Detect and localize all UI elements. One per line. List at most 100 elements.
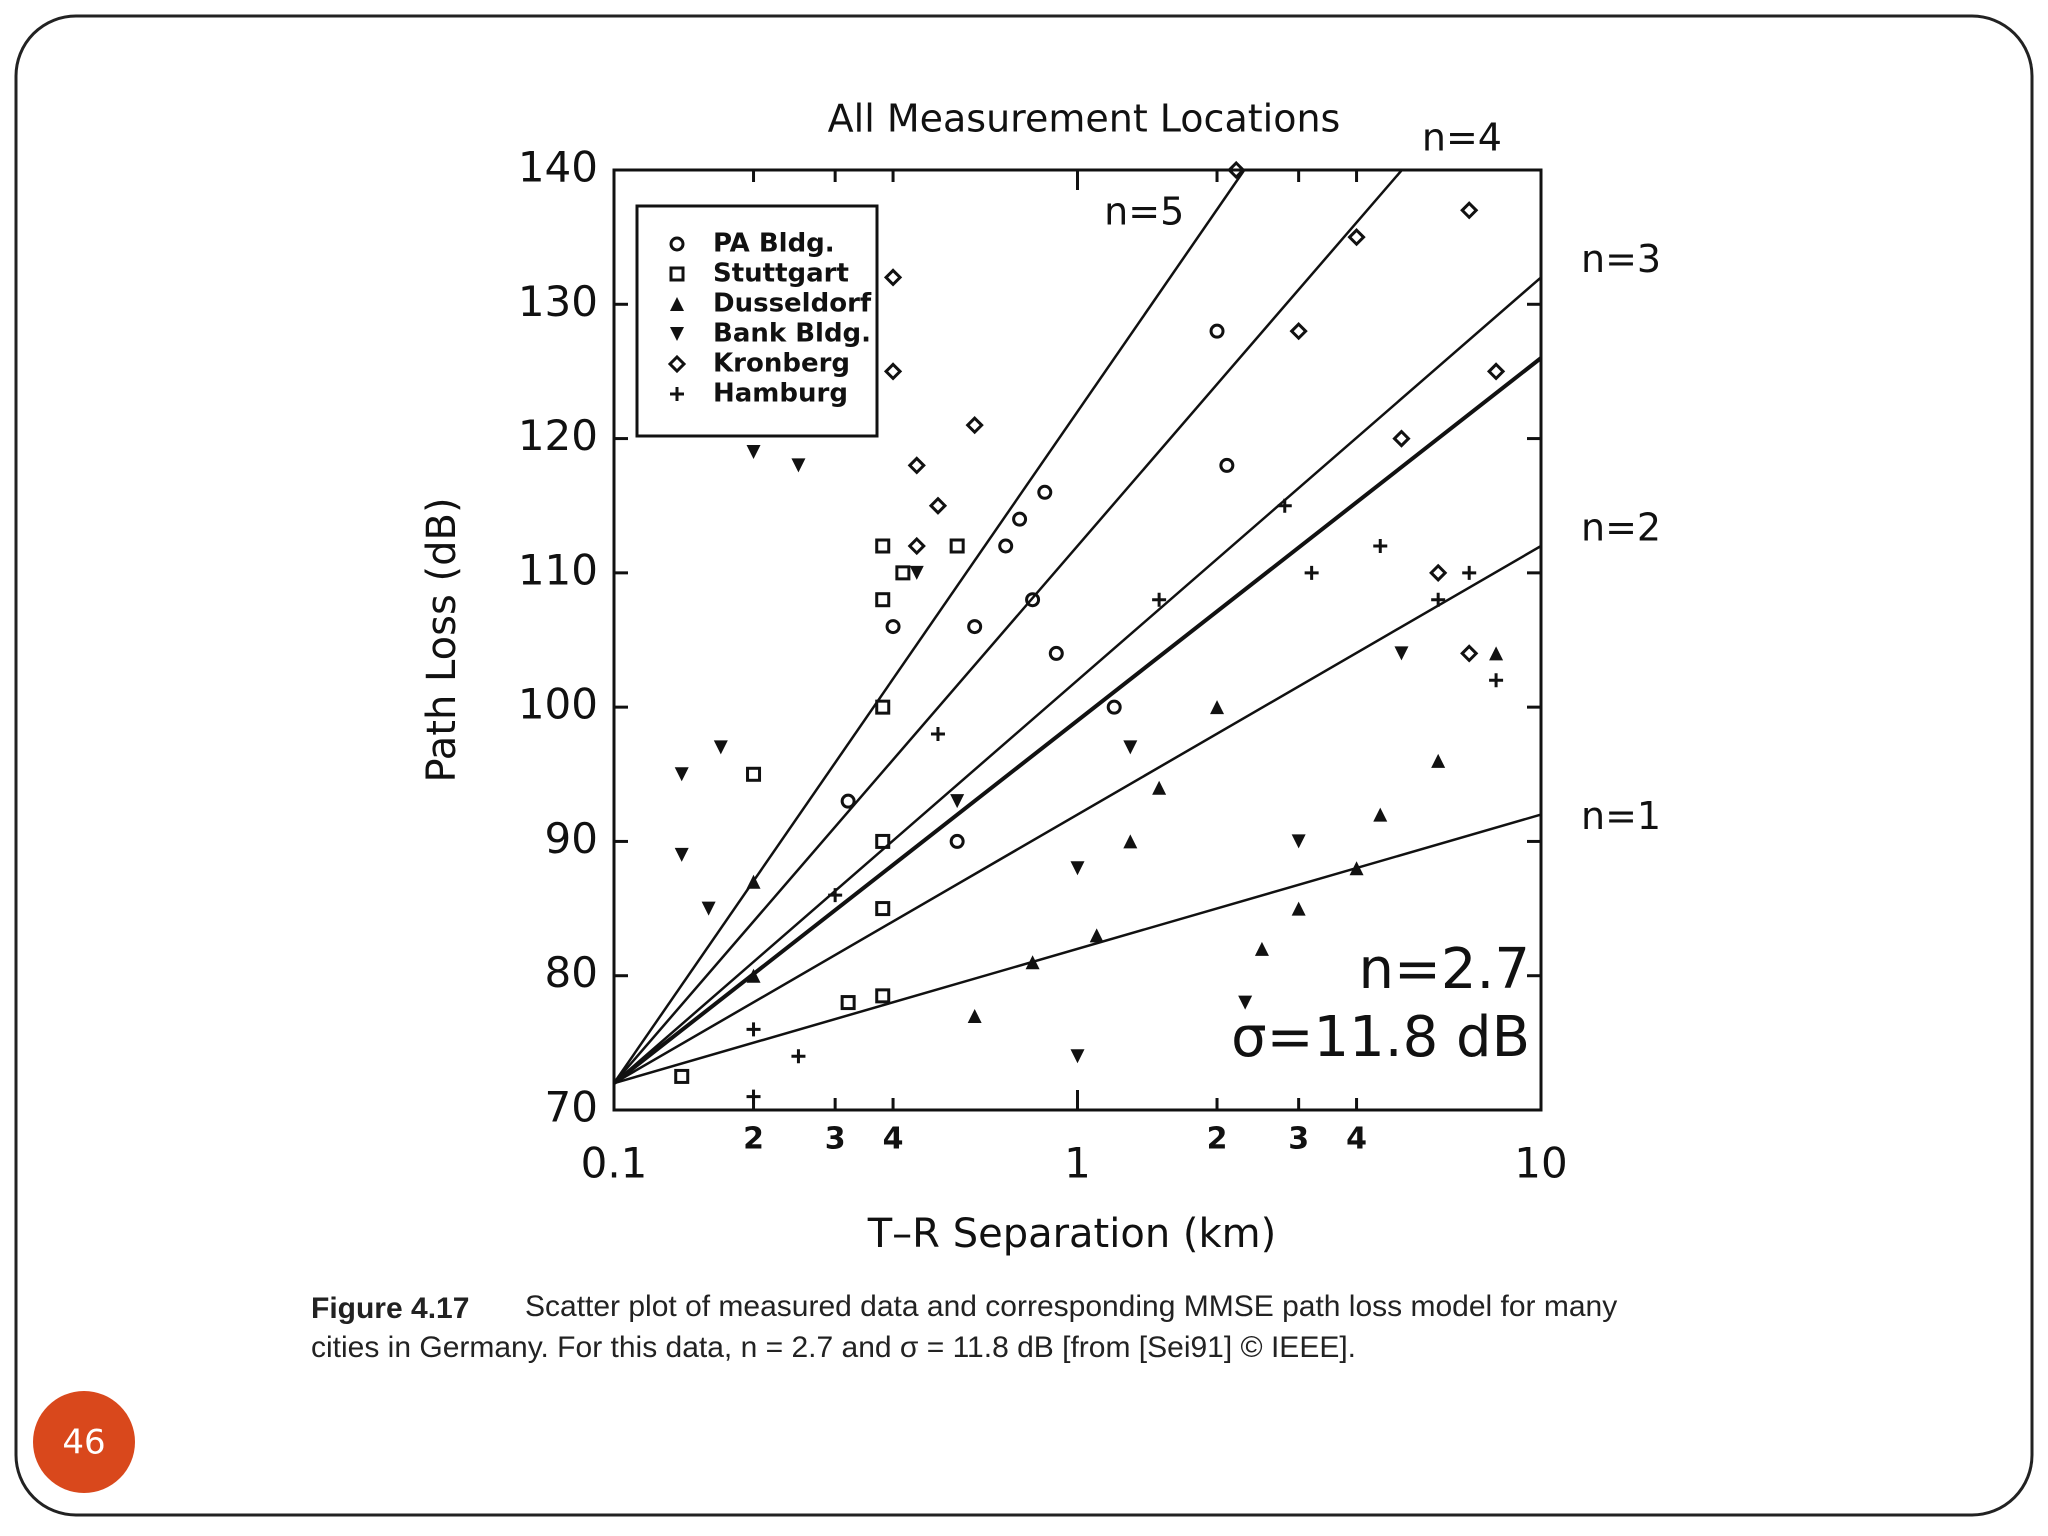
data-point — [1209, 323, 1225, 339]
model-line — [613, 813, 1542, 1085]
model-line — [613, 169, 1403, 1084]
x-tick-label: 0.1 — [581, 1139, 648, 1188]
data-point — [1462, 565, 1477, 580]
data-point — [1373, 539, 1388, 553]
x-tick-label: 1 — [1064, 1139, 1091, 1188]
data-point — [1048, 645, 1064, 661]
x-tick-label: 10 — [1514, 1139, 1567, 1188]
data-point — [1392, 429, 1411, 448]
data-point — [875, 901, 891, 917]
y-tick-label: 70 — [545, 1083, 598, 1132]
line-label: n=4 — [1422, 116, 1502, 160]
data-point — [1347, 228, 1366, 247]
data-point — [1373, 807, 1388, 822]
model-line — [613, 276, 1542, 1085]
data-point — [967, 619, 983, 635]
data-point — [1431, 592, 1446, 607]
x-tick-label: 2 — [743, 1122, 764, 1157]
legend-marker — [670, 297, 684, 311]
data-point — [1025, 592, 1041, 608]
model-line — [613, 544, 1542, 1085]
data-point — [1291, 901, 1306, 916]
data-point — [998, 538, 1014, 554]
legend-marker — [670, 327, 684, 341]
line-label: n=3 — [1581, 237, 1661, 281]
data-point — [1291, 834, 1306, 849]
data-point — [1123, 740, 1138, 755]
data-point — [875, 699, 891, 715]
line-label: n=2 — [1581, 506, 1661, 550]
data-point — [1219, 457, 1235, 473]
page-number-badge — [33, 1391, 135, 1493]
data-point — [746, 968, 761, 983]
data-point — [875, 538, 891, 554]
model-line — [612, 169, 1246, 1084]
data-point — [674, 847, 689, 862]
data-point — [701, 901, 716, 916]
y-tick-label: 90 — [545, 814, 598, 863]
data-point — [1254, 941, 1269, 956]
data-point — [840, 995, 856, 1011]
data-point — [1012, 511, 1028, 527]
y-tick-label: 80 — [545, 948, 598, 997]
caption-label: Figure 4.17 — [311, 1292, 469, 1325]
y-tick-label: 140 — [518, 143, 598, 192]
data-point — [950, 794, 965, 809]
data-point — [746, 445, 761, 459]
x-axis-label: T–R Separation (km) — [867, 1211, 1276, 1257]
data-point — [828, 888, 843, 903]
x-tick-label: 4 — [883, 1122, 904, 1157]
chart-title: All Measurement Locations — [828, 97, 1341, 141]
data-point — [1460, 644, 1479, 663]
data-point — [885, 619, 901, 635]
data-point — [746, 1089, 761, 1104]
data-point — [1210, 700, 1225, 715]
data-point — [713, 740, 728, 755]
line-label: n=5 — [1104, 190, 1184, 234]
data-point — [1277, 498, 1292, 513]
data-point — [746, 1022, 761, 1037]
data-point — [674, 1068, 690, 1084]
data-point — [1025, 955, 1040, 970]
data-point — [1489, 673, 1504, 688]
data-point — [928, 496, 948, 515]
y-tick-label: 130 — [518, 277, 598, 326]
line-label: n=1 — [1581, 794, 1661, 838]
data-point — [746, 874, 761, 889]
x-tick-label: 3 — [825, 1122, 846, 1157]
legend-label: Hamburg — [713, 379, 848, 409]
data-point — [1037, 484, 1053, 500]
data-point — [1460, 201, 1479, 220]
x-tick-label: 2 — [1207, 1122, 1228, 1157]
data-point — [1238, 995, 1253, 1010]
data-point — [875, 833, 891, 849]
legend-label: Dusseldorf — [713, 289, 872, 319]
legend-marker — [670, 387, 684, 401]
data-point — [930, 727, 945, 741]
legend-marker — [669, 236, 685, 252]
legend-marker — [667, 354, 687, 374]
annotation: σ=11.8 dB — [1231, 1005, 1530, 1070]
x-tick-label: 3 — [1288, 1122, 1309, 1157]
y-axis-label: Path Loss (dB) — [419, 497, 465, 782]
legend-label: PA Bldg. — [713, 229, 835, 259]
data-point — [746, 766, 762, 782]
data-point — [1304, 565, 1319, 580]
data-point — [1106, 699, 1122, 715]
data-point — [674, 767, 689, 782]
data-point — [1152, 780, 1167, 795]
legend-label: Bank Bldg. — [713, 319, 871, 349]
data-point — [883, 362, 903, 381]
legend-label: Kronberg — [713, 349, 850, 379]
data-point — [1289, 322, 1308, 341]
data-point — [967, 1009, 982, 1023]
data-point — [1070, 861, 1085, 876]
caption-line: cities in Germany. For this data, n = 2.… — [311, 1331, 1356, 1364]
caption-line: Scatter plot of measured data and corres… — [525, 1290, 1617, 1323]
data-point — [895, 565, 911, 581]
data-point — [875, 988, 891, 1004]
data-point — [949, 833, 965, 849]
data-point — [1486, 362, 1506, 381]
